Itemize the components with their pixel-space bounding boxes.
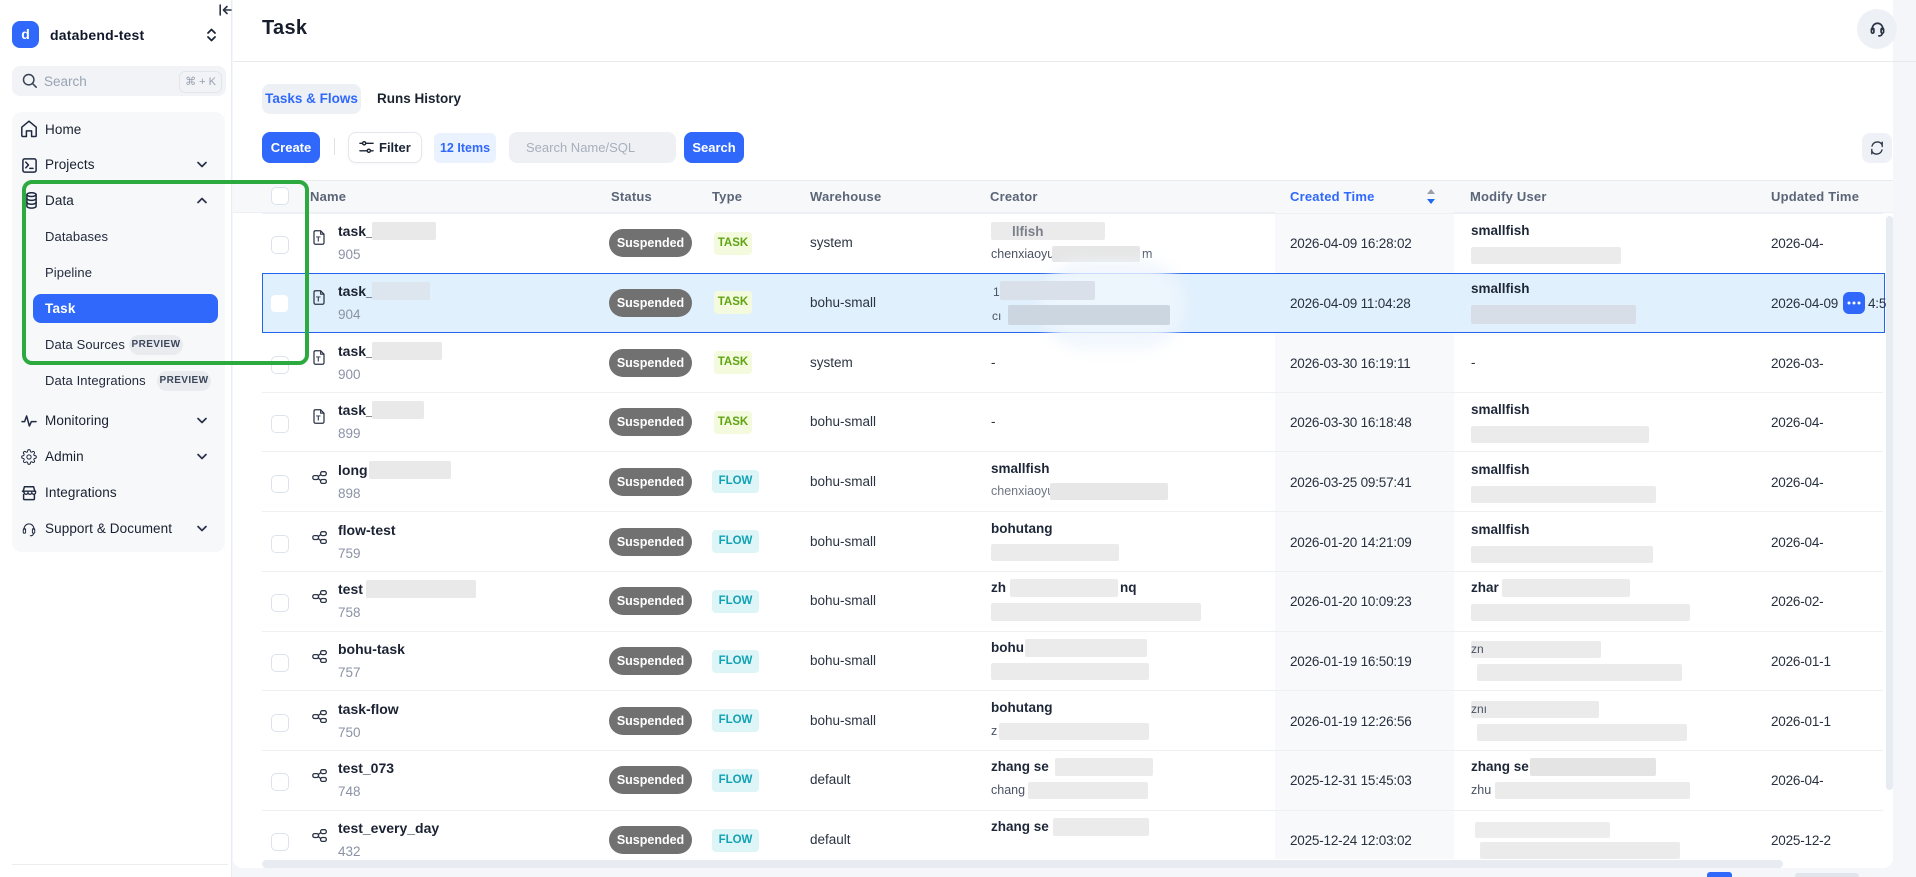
svg-text:T: T — [316, 414, 321, 423]
svg-text:T: T — [316, 294, 321, 303]
svg-text:T: T — [316, 234, 321, 243]
svg-text:T: T — [316, 354, 321, 363]
